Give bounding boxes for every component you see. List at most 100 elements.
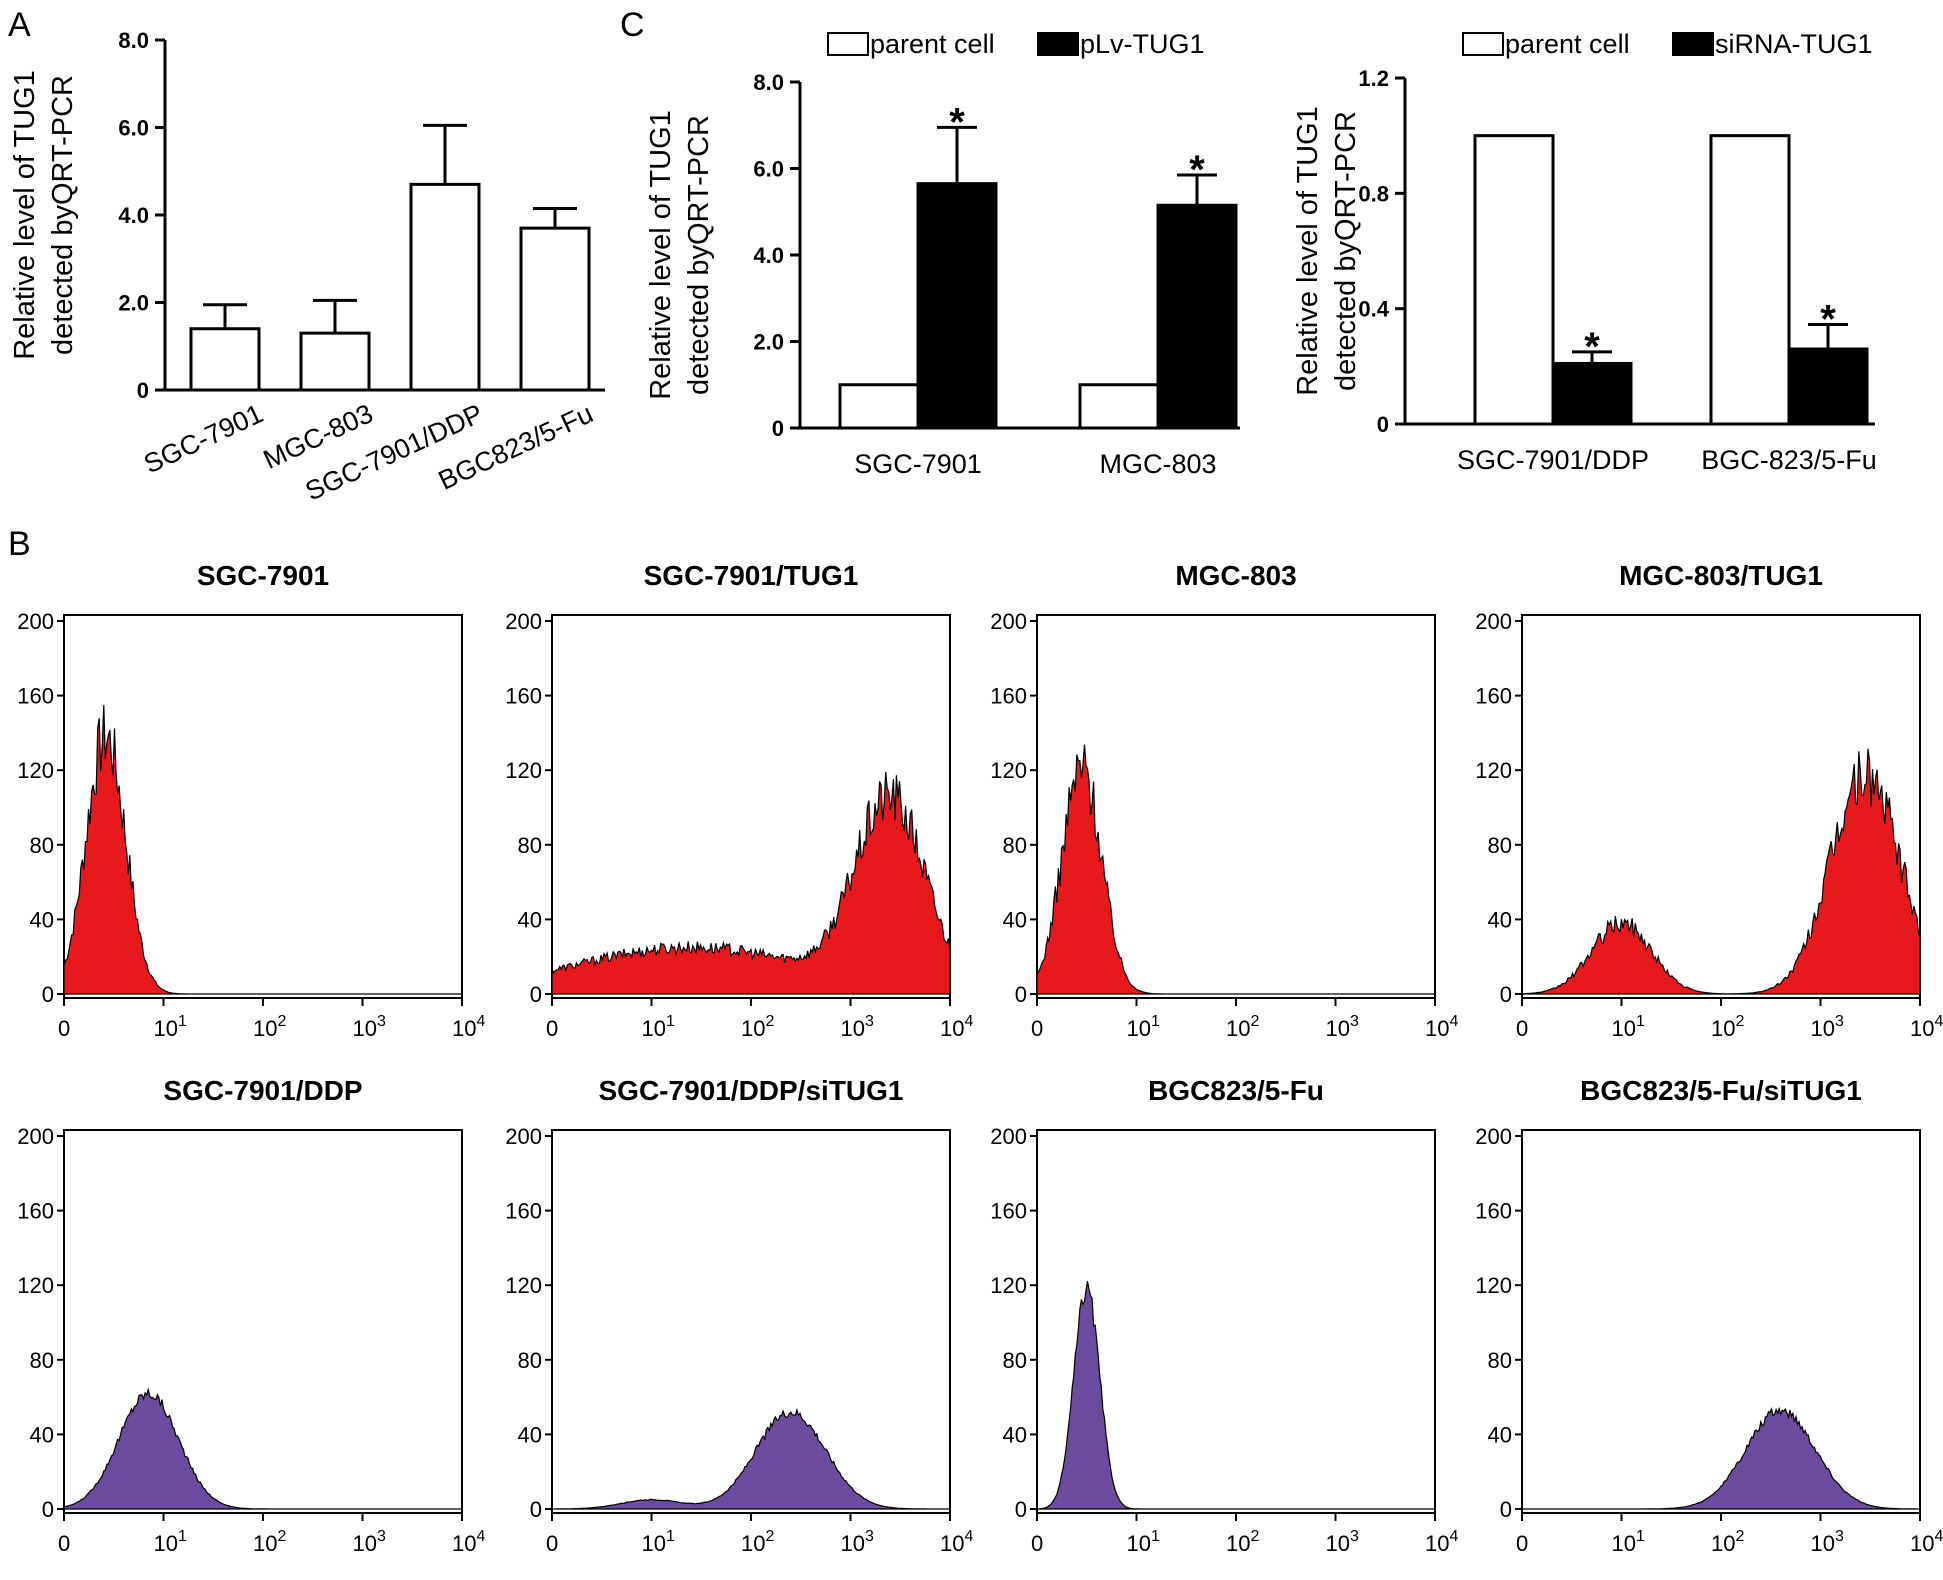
chart-panel-a: 02.04.06.08.0SGC-7901MGC-803SGC-7901/DDP… [9,28,605,507]
x-category-label: SGC-7901 [854,449,982,479]
x-tick-base: 10 [1711,1531,1735,1556]
x-tick-exponent: 3 [377,1013,386,1030]
y-tick-label: 120 [505,758,542,783]
bar-treated [916,182,998,430]
x-tick-base: 10 [1326,1531,1350,1556]
x-tick-base: 10 [1326,1016,1350,1041]
plot-frame [551,1129,951,1514]
histogram-title: SGC-7901/TUG1 [644,560,859,591]
x-tick-label: 0 [58,1016,70,1041]
y-tick-label: 80 [518,1348,542,1373]
x-tick-label: 101 [1127,1013,1160,1041]
y-tick-label: 0 [772,416,784,441]
y-tick-label: 6.0 [118,116,149,141]
x-tick-label: 101 [154,1013,187,1041]
x-tick-base: 0 [1516,1016,1528,1041]
plot-frame [1521,1129,1921,1514]
y-tick-label: 0.4 [1358,297,1389,322]
y-tick-label: 0.8 [1358,181,1389,206]
x-tick-base: 10 [452,1531,476,1556]
x-tick-label: 104 [1910,1013,1943,1041]
panel-label-a: A [8,6,31,44]
y-tick-label: 80 [1488,833,1512,858]
y-tick-label: 160 [17,684,54,709]
x-tick-label: 0 [1516,1531,1528,1556]
y-tick-label: 2.0 [753,330,784,355]
x-tick-label: 101 [154,1528,187,1556]
x-tick-label: 103 [1326,1013,1359,1041]
x-tick-base: 10 [1811,1531,1835,1556]
histogram-title: BGC823/5-Fu [1148,1075,1324,1106]
bar [519,226,591,392]
y-axis-label-line1: Relative level of TUG1 [9,70,41,360]
x-tick-base: 10 [154,1016,178,1041]
x-tick-base: 10 [1910,1531,1934,1556]
y-tick-label: 80 [1488,1348,1512,1373]
x-tick-label: 0 [546,1016,558,1041]
y-tick-label: 1.2 [1358,66,1389,91]
x-tick-base: 0 [58,1531,70,1556]
y-tick-label: 0 [1015,982,1027,1007]
x-tick-base: 0 [546,1531,558,1556]
x-tick-label: 101 [1612,1013,1645,1041]
x-tick-label: 103 [1326,1528,1359,1556]
y-tick-label: 200 [990,609,1027,634]
x-tick-label: 103 [841,1528,874,1556]
x-tick-base: 10 [940,1531,964,1556]
y-tick-label: 40 [30,907,54,932]
bar-parent [1078,383,1160,430]
x-category-label: SGC-7901 [139,398,267,479]
y-tick-label: 120 [505,1273,542,1298]
x-tick-exponent: 1 [178,1013,187,1030]
x-tick-base: 10 [642,1016,666,1041]
y-tick-label: 160 [990,1199,1027,1224]
x-tick-base: 0 [1516,1531,1528,1556]
y-tick-label: 0 [42,1497,54,1522]
x-tick-exponent: 2 [1735,1528,1744,1545]
x-tick-base: 0 [1031,1531,1043,1556]
x-tick-label: 0 [1516,1016,1528,1041]
x-tick-exponent: 4 [1934,1013,1943,1030]
y-tick-label: 40 [1488,1422,1512,1447]
x-tick-label: 101 [642,1013,675,1041]
x-tick-label: 103 [841,1013,874,1041]
y-tick-label: 200 [990,1124,1027,1149]
y-tick-label: 40 [1003,907,1027,932]
y-tick-label: 120 [17,1273,54,1298]
y-tick-label: 40 [1488,907,1512,932]
chart-panel-c-knockdown: 0 0.4 0.8 1.2 * SGC-7901/DDP * BGC-823/5-Fu pare… [1292,29,1877,475]
y-tick-label: 40 [1003,1422,1027,1447]
x-tick-exponent: 2 [277,1528,286,1545]
x-tick-label: 103 [1811,1528,1844,1556]
x-category-label: BGC-823/5-Fu [1701,445,1877,475]
y-tick-label: 200 [17,609,54,634]
x-tick-base: 10 [253,1016,277,1041]
y-axis-label-line2: detected byQRT-PCR [683,115,715,395]
y-tick-label: 8.0 [118,28,149,53]
y-tick-label: 4.0 [118,203,149,228]
x-tick-base: 10 [1612,1016,1636,1041]
y-tick-label: 80 [30,1348,54,1373]
y-tick-label: 160 [505,684,542,709]
x-tick-base: 10 [1425,1531,1449,1556]
x-tick-exponent: 3 [865,1013,874,1030]
x-tick-base: 10 [841,1531,865,1556]
y-tick-label: 4.0 [753,243,784,268]
x-tick-base: 10 [353,1016,377,1041]
y-tick-label: 80 [1003,833,1027,858]
y-tick-label: 40 [30,1422,54,1447]
x-tick-base: 10 [940,1016,964,1041]
x-tick-exponent: 1 [1636,1528,1645,1545]
histogram-area [1036,744,1435,995]
y-axis-label-line1: Relative level of TUG1 [645,110,677,400]
x-tick-base: 10 [741,1531,765,1556]
bar-treated [1551,361,1633,426]
x-tick-label: 102 [253,1528,286,1556]
x-tick-exponent: 1 [1636,1013,1645,1030]
x-tick-label: 104 [940,1528,973,1556]
x-tick-exponent: 1 [666,1013,675,1030]
